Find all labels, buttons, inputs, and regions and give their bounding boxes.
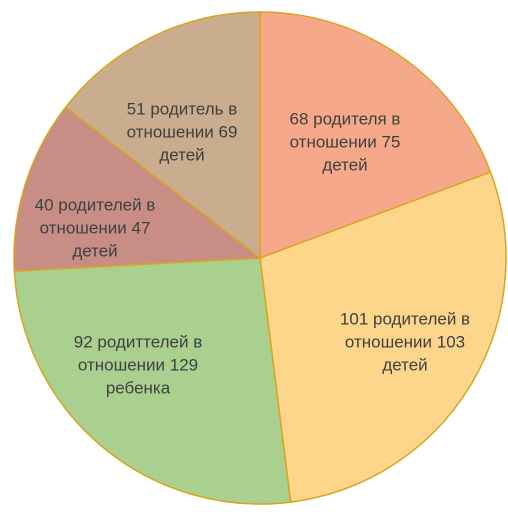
pie-slice [259, 171, 507, 503]
pie-slice [13, 106, 263, 272]
slice-label: 92 родиттелей в отношении 129 ребенка [73, 332, 203, 398]
slice-label: 68 родителя в отношении 75 детей [289, 109, 401, 175]
pie-slice [64, 11, 261, 260]
slice-label: 101 родителей в отношении 103 детей [339, 309, 471, 375]
pie-slice [13, 257, 292, 505]
slice-label: 40 родителей в отношении 47 детей [34, 195, 156, 261]
slice-label: 51 родитель в отношении 69 детей [126, 99, 238, 165]
pie-slice [259, 11, 492, 260]
